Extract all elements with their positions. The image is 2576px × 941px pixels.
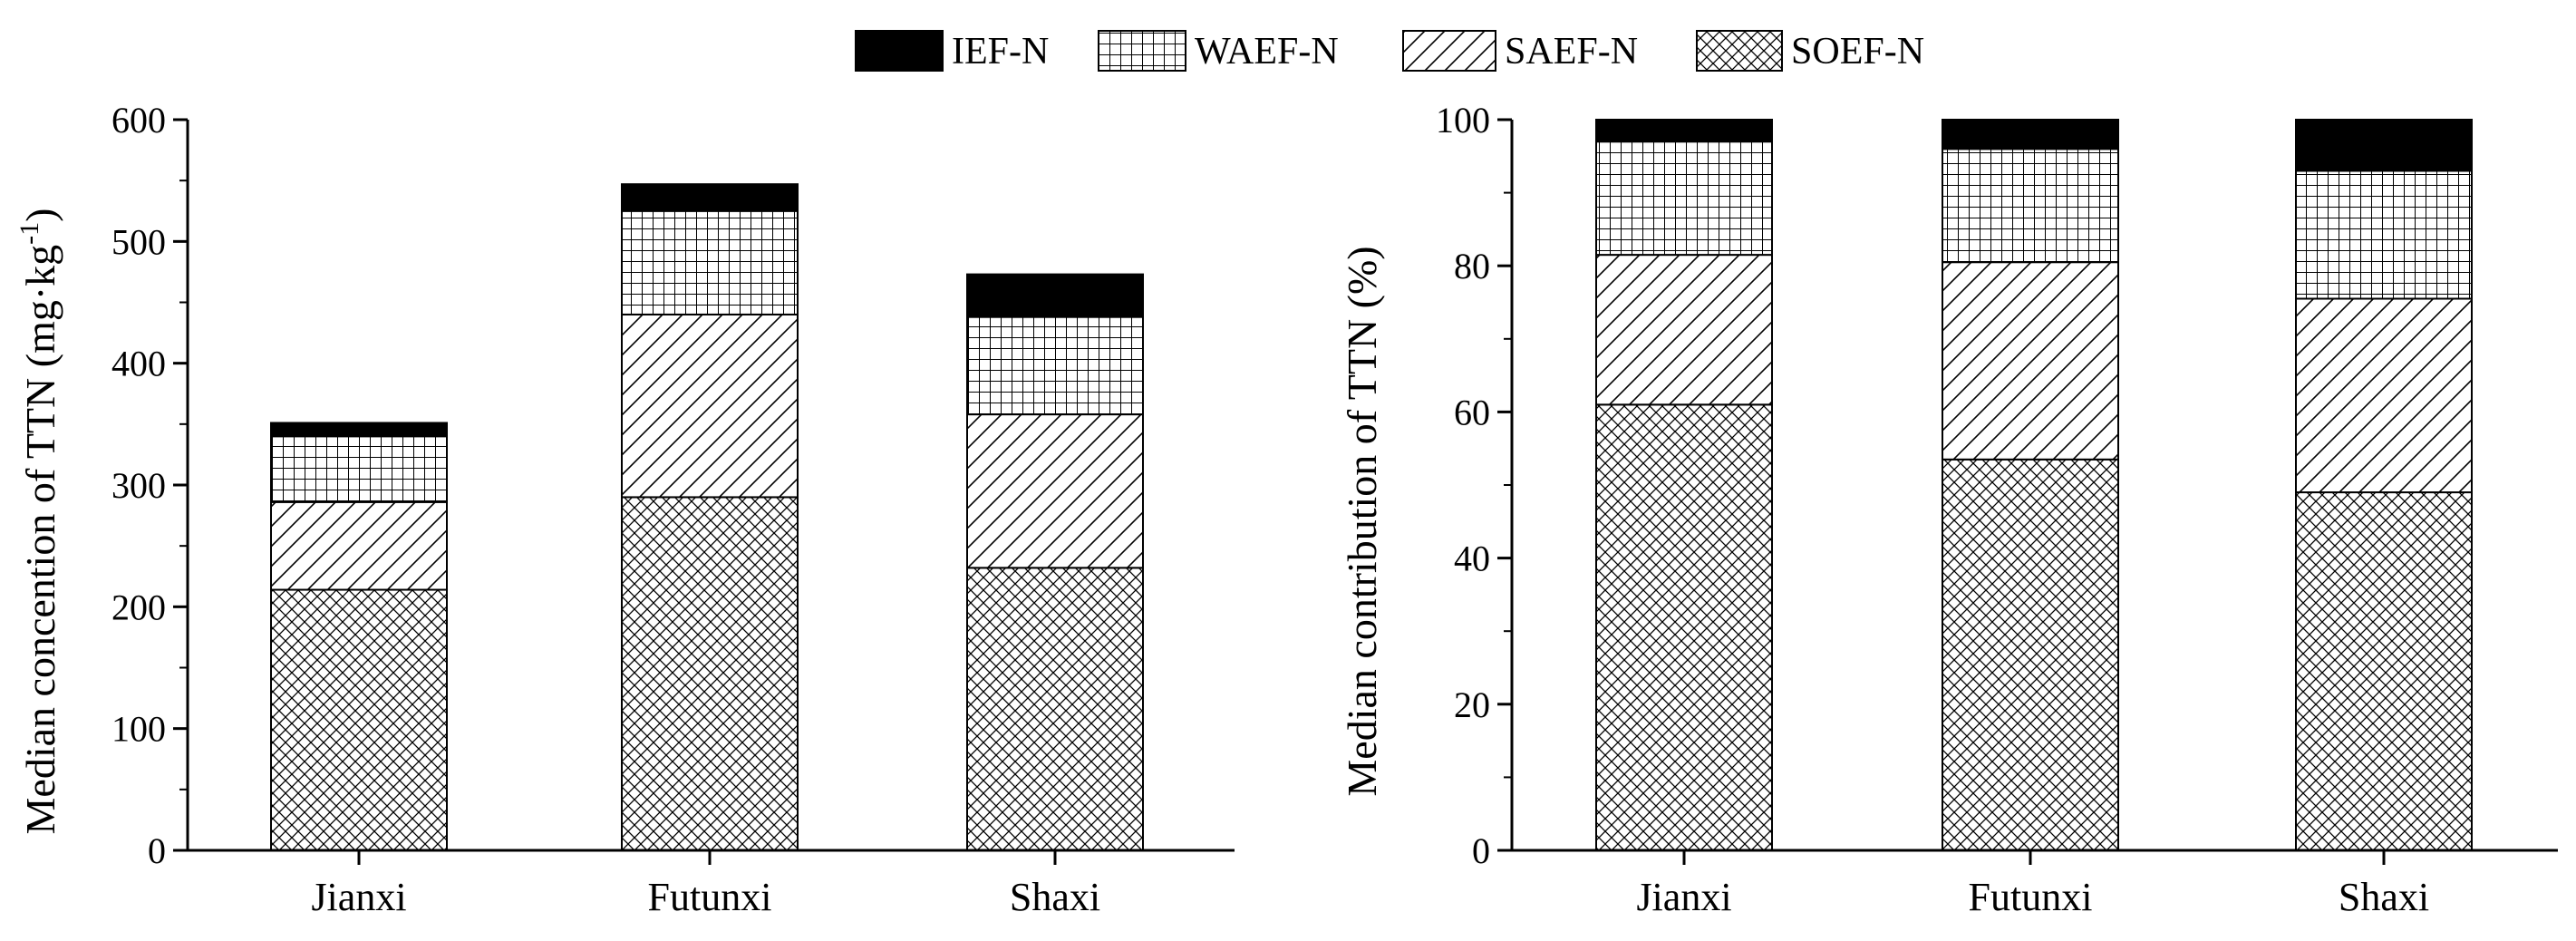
y-tick-label: 500 bbox=[111, 221, 166, 262]
y-tick-label: 400 bbox=[111, 344, 166, 384]
bar-soef-n-shaxi bbox=[2295, 491, 2473, 851]
x-tick-label: Shaxi bbox=[2339, 875, 2429, 919]
bar-waef-n-futunxi bbox=[621, 209, 799, 315]
bar-saef-n-shaxi bbox=[966, 413, 1144, 569]
legend-item-soef-n: SOEF-N bbox=[1696, 30, 1924, 73]
y-tick-label: 600 bbox=[111, 100, 166, 141]
bar-saef-n-futunxi bbox=[621, 313, 799, 499]
bar-ief-n-futunxi bbox=[621, 183, 799, 212]
legend-label: IEF-N bbox=[952, 31, 1049, 73]
x-tick-label: Jianxi bbox=[1636, 875, 1731, 919]
bar-saef-n-shaxi bbox=[2295, 297, 2473, 494]
legend-item-ief-n: IEF-N bbox=[855, 30, 1049, 73]
bar-waef-n-jianxi bbox=[270, 435, 448, 503]
x-tick-label: Shaxi bbox=[1010, 875, 1100, 919]
legend-item-saef-n: SAEF-N bbox=[1402, 30, 1638, 73]
bar-soef-n-futunxi bbox=[1942, 458, 2119, 851]
y-tick-label: 60 bbox=[1454, 392, 1490, 432]
y-tick-label: 0 bbox=[148, 830, 166, 871]
y-tick-label: 80 bbox=[1454, 246, 1490, 286]
x-tick-label: Futunxi bbox=[1969, 875, 2093, 919]
legend-label: SAEF-N bbox=[1505, 31, 1638, 73]
bar-ief-n-jianxi bbox=[270, 422, 448, 438]
y-tick-label: 100 bbox=[111, 709, 166, 750]
bar-ief-n-jianxi bbox=[1595, 119, 1773, 143]
bar-waef-n-shaxi bbox=[966, 315, 1144, 416]
x-tick-label: Jianxi bbox=[311, 875, 406, 919]
y-tick-label: 200 bbox=[111, 587, 166, 627]
bar-waef-n-shaxi bbox=[2295, 170, 2473, 300]
y-axis-label: Median concention of TTN (mg·kg-1) bbox=[15, 209, 63, 835]
bar-saef-n-jianxi bbox=[270, 500, 448, 591]
y-axis-label: Median contribution of TTN (%) bbox=[1339, 246, 1385, 796]
y-tick-label: 100 bbox=[1436, 100, 1490, 141]
legend: IEF-N WAEF-N SAEF-N SOEF-N bbox=[855, 30, 1924, 73]
legend-swatch bbox=[1098, 30, 1186, 72]
legend-item-waef-n: WAEF-N bbox=[1098, 30, 1339, 73]
legend-swatch bbox=[1696, 30, 1783, 72]
bar-ief-n-futunxi bbox=[1942, 119, 2119, 150]
bar-saef-n-futunxi bbox=[1942, 261, 2119, 461]
legend-label: WAEF-N bbox=[1195, 31, 1339, 73]
legend-swatch bbox=[855, 30, 944, 72]
chart-panel-concentration: 0 100 200 300 400 500 600 Jianxi Futunxi Shaxi Med… bbox=[15, 100, 1235, 919]
y-tick-label: 300 bbox=[111, 465, 166, 506]
bar-soef-n-futunxi bbox=[621, 496, 799, 852]
x-tick-label: Futunxi bbox=[648, 875, 772, 919]
bar-soef-n-jianxi bbox=[270, 588, 448, 851]
bar-waef-n-futunxi bbox=[1942, 148, 2119, 264]
bar-ief-n-shaxi bbox=[2295, 119, 2473, 172]
bar-saef-n-jianxi bbox=[1595, 254, 1773, 406]
bar-waef-n-jianxi bbox=[1595, 141, 1773, 257]
y-tick-label: 40 bbox=[1454, 538, 1490, 579]
y-tick-label: 20 bbox=[1454, 684, 1490, 725]
chart-panel-contribution: 0 20 40 60 80 100 Jianxi Futunxi Shaxi Median con… bbox=[1339, 100, 2558, 919]
bar-soef-n-jianxi bbox=[1595, 403, 1773, 851]
y-tick-label: 0 bbox=[1472, 830, 1490, 871]
legend-swatch bbox=[1402, 30, 1496, 72]
bar-ief-n-shaxi bbox=[966, 273, 1144, 318]
bar-soef-n-shaxi bbox=[966, 567, 1144, 851]
legend-label: SOEF-N bbox=[1791, 31, 1924, 73]
